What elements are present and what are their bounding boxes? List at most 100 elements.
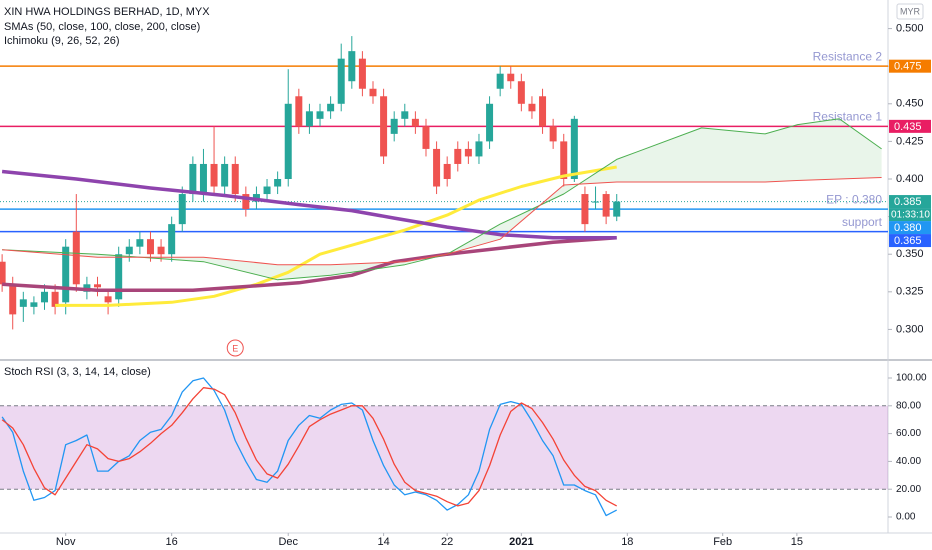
candle-body xyxy=(475,141,483,157)
candle-body xyxy=(221,163,229,187)
level-label: Resistance 2 xyxy=(813,49,883,63)
candle-body xyxy=(242,194,250,210)
candle-body xyxy=(263,186,271,195)
candle-body xyxy=(390,118,398,134)
price-box-label: 0.435 xyxy=(894,121,922,133)
overlay-line xyxy=(55,165,617,307)
candle-body xyxy=(157,246,165,255)
candle-body xyxy=(422,126,430,149)
candle-body xyxy=(560,141,568,179)
y-tick-label: 80.00 xyxy=(896,400,921,411)
price-box xyxy=(889,119,931,133)
candle-body xyxy=(411,118,419,127)
candle-body xyxy=(146,239,154,255)
y-tick-label: 0.400 xyxy=(896,173,924,185)
candle-body xyxy=(358,58,366,89)
candle-body xyxy=(72,231,80,285)
candle-body xyxy=(0,261,6,285)
candle-body xyxy=(496,73,504,89)
y-tick-label: 40.00 xyxy=(896,456,921,467)
candle-body xyxy=(210,163,218,187)
y-tick-label: 0.300 xyxy=(896,323,924,335)
overlay-line xyxy=(2,177,882,266)
x-tick-label: 18 xyxy=(621,536,633,548)
price-box-label: 0.365 xyxy=(894,235,922,247)
y-tick-label: 60.00 xyxy=(896,428,921,439)
x-tick-label: 15 xyxy=(791,536,803,548)
currency-label: MYR xyxy=(900,6,921,16)
x-tick-label: 22 xyxy=(441,536,453,548)
indicator-label: SMAs (50, close, 100, close, 200, close) xyxy=(4,21,200,33)
candle-body xyxy=(327,103,335,112)
price-box xyxy=(889,195,931,209)
candle-body xyxy=(104,296,112,303)
candle-body xyxy=(295,96,303,127)
price-box-label: 0.380 xyxy=(894,222,922,234)
candle-body xyxy=(348,51,356,82)
x-tick-label: 2021 xyxy=(509,536,533,548)
countdown-box xyxy=(889,208,931,222)
candle-body xyxy=(231,163,239,195)
chart-title: XIN HWA HOLDINGS BERHAD, 1D, MYX xyxy=(4,6,210,18)
overlay-line xyxy=(2,118,882,281)
overlay-line xyxy=(1,169,617,240)
candle-body xyxy=(274,179,282,187)
candle-body xyxy=(369,88,377,97)
indicator-label: Ichimoku (9, 26, 52, 26) xyxy=(4,35,120,47)
x-tick-label: 16 xyxy=(166,536,178,548)
candle-body xyxy=(401,111,409,119)
candle-body xyxy=(168,224,176,255)
x-tick-label: 14 xyxy=(377,536,389,548)
level-label: EP : 0.380 xyxy=(826,192,882,206)
candle-body xyxy=(93,284,101,288)
candle-body xyxy=(549,126,557,142)
candle-body xyxy=(19,299,27,307)
y-tick-label: 0.325 xyxy=(896,286,924,298)
y-tick-label: 0.425 xyxy=(896,135,924,147)
candle-body xyxy=(30,302,38,307)
x-tick-label: Nov xyxy=(56,536,76,548)
candle-body xyxy=(581,194,589,225)
candle-body xyxy=(305,111,313,127)
candle-body xyxy=(62,246,70,303)
candle-body xyxy=(189,163,197,195)
candle-body xyxy=(9,284,17,315)
candle-body xyxy=(433,148,441,187)
candle-body xyxy=(539,96,547,127)
candle-body xyxy=(136,239,144,247)
y-tick-label: 0.450 xyxy=(896,98,924,110)
x-tick-label: Feb xyxy=(713,536,732,548)
candle-body xyxy=(528,103,536,112)
price-box xyxy=(889,234,931,248)
x-tick-label: Dec xyxy=(278,536,298,548)
price-box-label: 0.385 xyxy=(894,196,922,208)
candle-body xyxy=(284,103,292,179)
candle-body xyxy=(486,103,494,142)
earnings-marker xyxy=(226,339,244,357)
indicator-label: Stoch RSI (3, 3, 14, 14, close) xyxy=(4,366,151,378)
candle-body xyxy=(454,148,462,164)
countdown-label: 01:33:10 xyxy=(891,210,930,221)
candle-body xyxy=(443,163,451,179)
candle-body xyxy=(570,118,578,179)
candle-body xyxy=(178,194,186,225)
y-tick-label: 100.00 xyxy=(896,373,927,384)
candle-body xyxy=(602,194,610,217)
rsi-line xyxy=(1,387,618,507)
y-tick-label: 0.500 xyxy=(896,22,924,34)
price-box xyxy=(889,59,931,73)
candle-body xyxy=(41,291,49,303)
candle-body xyxy=(316,111,324,119)
currency-box xyxy=(896,3,924,20)
rsi-band xyxy=(0,405,888,490)
candle-body xyxy=(517,81,525,104)
candle-body xyxy=(592,201,600,203)
level-label: support xyxy=(842,215,883,229)
candle-body xyxy=(115,254,123,300)
y-tick-label: 0.350 xyxy=(896,248,924,260)
rsi-line xyxy=(1,377,617,517)
candle-body xyxy=(464,148,472,157)
overlay-line xyxy=(1,235,617,293)
cloud xyxy=(2,118,882,280)
